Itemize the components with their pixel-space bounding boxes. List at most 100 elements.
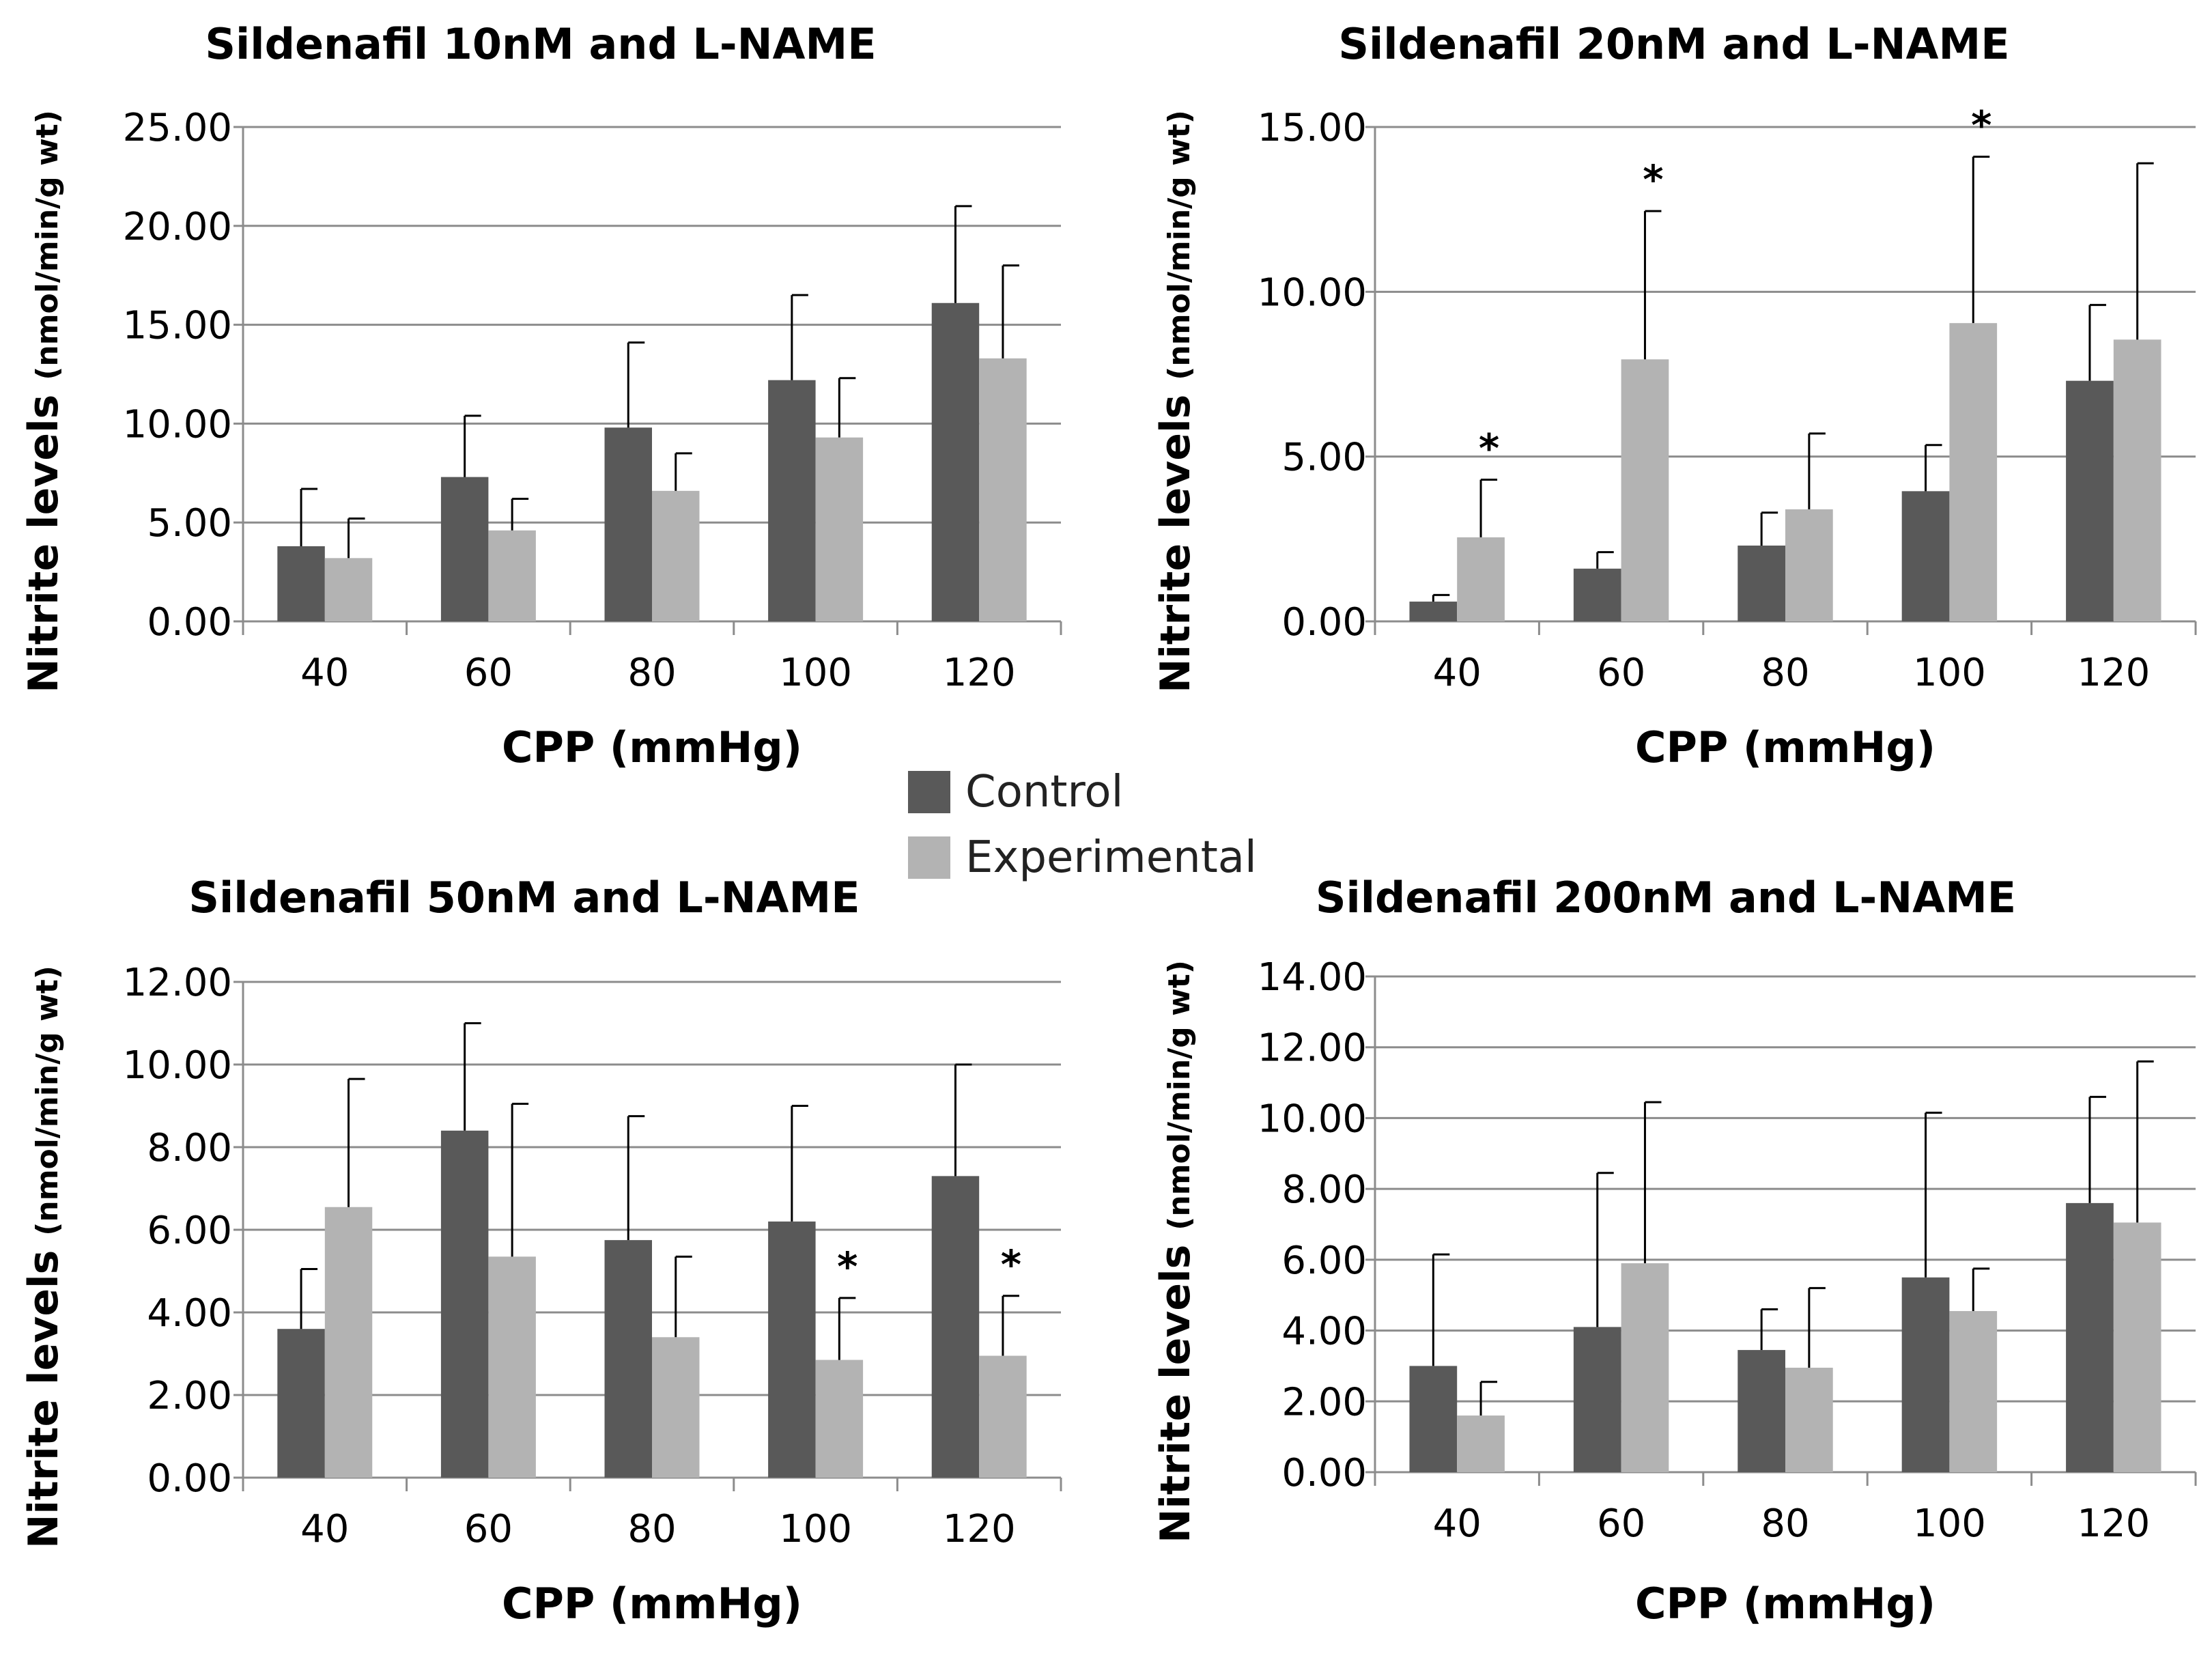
bar-experimental bbox=[1949, 323, 1998, 621]
bar-experimental bbox=[979, 1355, 1027, 1478]
x-tick-label: 100 bbox=[779, 1507, 852, 1551]
bar-control bbox=[1738, 545, 1785, 621]
bar-experimental bbox=[324, 1207, 373, 1478]
chart-title: Sildenafil 200nM and L-NAME bbox=[1316, 873, 2016, 922]
y-tick-label: 4.00 bbox=[147, 1291, 232, 1336]
y-axis-label-unit: (nmol/min/g wt) bbox=[1162, 960, 1197, 1230]
x-axis-label: CPP (mmHg) bbox=[1635, 1579, 1936, 1629]
x-tick-label: 40 bbox=[1433, 1502, 1481, 1546]
bar-experimental bbox=[979, 358, 1027, 621]
y-axis-label-main: Nitrite levels bbox=[20, 380, 68, 693]
bar-control bbox=[2066, 1202, 2114, 1472]
x-tick-label: 60 bbox=[464, 651, 513, 695]
bar-experimental bbox=[652, 490, 700, 621]
legend-item-control: Control bbox=[908, 759, 1345, 825]
y-axis-label: Nitrite levels (nmol/min/g wt) bbox=[20, 110, 68, 693]
x-tick-label: 60 bbox=[464, 1507, 513, 1551]
bar-control bbox=[768, 1221, 816, 1478]
bar-control bbox=[604, 1240, 652, 1478]
legend: Control Experimental bbox=[908, 759, 1345, 896]
chart-panel-1: Sildenafil 10nM and L-NAME 0.00 5.00 10.00 1… bbox=[20, 19, 1062, 772]
bar-experimental bbox=[815, 1360, 864, 1478]
y-tick-label: 0.00 bbox=[1281, 1451, 1367, 1495]
y-tick-label: 12.00 bbox=[123, 961, 232, 1005]
x-tick-label: 120 bbox=[943, 1507, 1016, 1551]
bar-control bbox=[1738, 1350, 1785, 1472]
bar-control bbox=[440, 477, 489, 621]
bar-control bbox=[1409, 1366, 1458, 1472]
y-tick-label: 10.00 bbox=[1258, 1097, 1367, 1141]
chart-title: Sildenafil 50nM and L-NAME bbox=[188, 873, 860, 922]
bar-experimental bbox=[1785, 509, 1833, 621]
y-tick-label: 8.00 bbox=[147, 1126, 232, 1170]
legend-item-experimental: Experimental bbox=[908, 825, 1345, 890]
y-axis-label: Nitrite levels (nmol/min/g wt) bbox=[1152, 110, 1200, 693]
bar-control bbox=[1901, 491, 1950, 621]
y-tick-label: 12.00 bbox=[1258, 1026, 1367, 1071]
y-tick-label: 10.00 bbox=[1258, 270, 1367, 315]
y-tick-label: 2.00 bbox=[1281, 1380, 1367, 1424]
bar-experimental bbox=[1949, 1311, 1998, 1472]
bar-experimental bbox=[1621, 1263, 1669, 1472]
x-tick-label: 60 bbox=[1597, 651, 1645, 695]
bar-experimental bbox=[1621, 359, 1669, 621]
x-tick-label: 120 bbox=[943, 651, 1016, 695]
y-tick-label: 15.00 bbox=[1258, 106, 1367, 150]
y-axis-label: Nitrite levels (nmol/min/g wt) bbox=[1152, 960, 1200, 1543]
y-tick-label: 8.00 bbox=[1281, 1168, 1367, 1212]
y-tick-label: 15.00 bbox=[123, 304, 232, 348]
y-tick-label: 4.00 bbox=[1281, 1310, 1367, 1354]
chart-panel-4: Sildenafil 200nM and L-NAME 0.00 2.00 4.00 6… bbox=[1152, 873, 2197, 1629]
bar-control bbox=[604, 427, 652, 621]
bar-experimental bbox=[488, 1256, 536, 1478]
y-tick-label: 5.00 bbox=[147, 501, 232, 546]
y-axis-label-unit: (nmol/min/g wt) bbox=[1162, 110, 1197, 380]
x-tick-label: 40 bbox=[300, 1507, 349, 1551]
bar-experimental bbox=[1457, 537, 1505, 621]
legend-label-experimental: Experimental bbox=[965, 832, 1257, 883]
bar-experimental bbox=[815, 437, 864, 621]
x-axis-label: CPP (mmHg) bbox=[502, 1579, 802, 1629]
x-axis-label: CPP (mmHg) bbox=[502, 722, 802, 772]
bar-control bbox=[1409, 602, 1458, 621]
bar-experimental bbox=[324, 558, 373, 621]
x-axis-label: CPP (mmHg) bbox=[1635, 722, 1936, 772]
y-tick-label: 0.00 bbox=[1281, 600, 1367, 645]
bar-control bbox=[1573, 568, 1621, 621]
x-tick-label: 100 bbox=[1913, 651, 1986, 695]
y-axis-label-main: Nitrite levels bbox=[1152, 380, 1200, 693]
bar-experimental bbox=[1785, 1368, 1833, 1472]
x-tick-label: 80 bbox=[1761, 1502, 1809, 1546]
bar-experimental bbox=[1457, 1415, 1505, 1472]
y-axis-label-unit: (nmol/min/g wt) bbox=[30, 110, 65, 380]
bar-control bbox=[277, 1329, 325, 1478]
chart-panel-3: Sildenafil 50nM and L-NAME 0.00 2.00 4.00 6.… bbox=[20, 873, 1062, 1629]
chart-panel-2: Sildenafil 20nM and L-NAME 0.00 5.00 10.00 1… bbox=[1152, 19, 2197, 772]
y-tick-label: 20.00 bbox=[123, 205, 232, 249]
chart-title: Sildenafil 10nM and L-NAME bbox=[205, 19, 876, 69]
bar-experimental bbox=[2113, 339, 2161, 621]
x-tick-label: 80 bbox=[1761, 651, 1809, 695]
significance-marker: * bbox=[1001, 1241, 1021, 1288]
significance-marker: * bbox=[1971, 102, 1991, 148]
bar-control bbox=[768, 380, 816, 621]
significance-marker: * bbox=[1479, 425, 1499, 471]
x-tick-label: 80 bbox=[627, 651, 676, 695]
y-axis-label-unit: (nmol/min/g wt) bbox=[30, 966, 65, 1236]
significance-marker: * bbox=[1643, 156, 1663, 203]
bar-control bbox=[440, 1130, 489, 1478]
y-tick-label: 10.00 bbox=[123, 1043, 232, 1088]
y-tick-label: 5.00 bbox=[1281, 436, 1367, 480]
bar-experimental bbox=[2113, 1222, 2161, 1472]
bar-control bbox=[1573, 1327, 1621, 1472]
bar-control bbox=[931, 302, 980, 621]
x-tick-label: 100 bbox=[779, 651, 852, 695]
legend-label-control: Control bbox=[965, 767, 1124, 817]
x-tick-label: 60 bbox=[1597, 1502, 1645, 1546]
significance-marker: * bbox=[837, 1243, 857, 1290]
y-tick-label: 6.00 bbox=[147, 1209, 232, 1253]
x-tick-label: 80 bbox=[627, 1507, 676, 1551]
y-tick-label: 6.00 bbox=[1281, 1239, 1367, 1283]
x-tick-label: 120 bbox=[2077, 651, 2150, 695]
